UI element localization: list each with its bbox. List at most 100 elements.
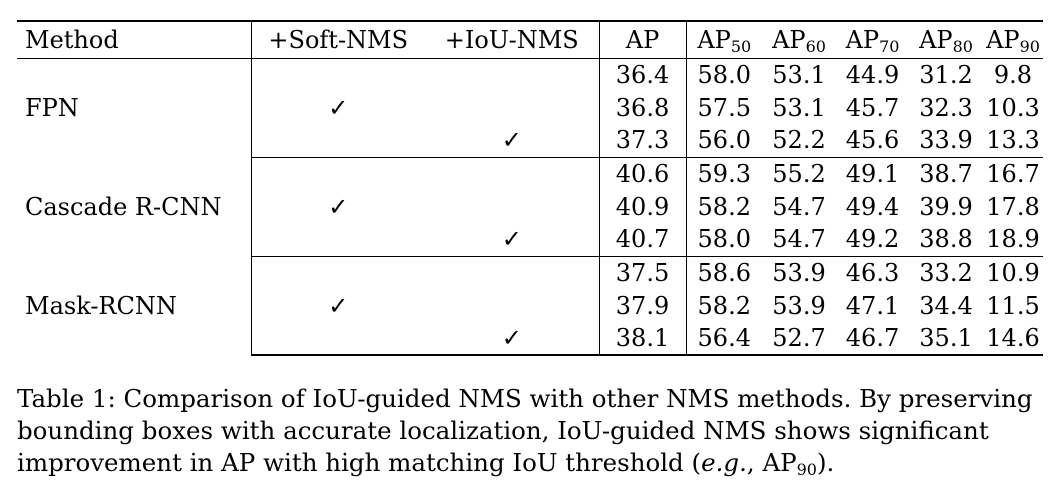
results-table-container: Method +Soft-NMS +IoU-NMS AP AP50 AP60 A…	[17, 20, 1043, 356]
metric-cell: 17.8	[986, 192, 1040, 221]
header-ap50-main: AP	[697, 25, 731, 54]
metric-cell: 54.7	[762, 223, 836, 257]
metric-cell: 53.1	[772, 93, 826, 122]
header-ap70-sub: 70	[879, 36, 900, 56]
iou-nms-cell	[425, 289, 600, 322]
table-row: Cascade R-CNN 40.6 59.3 55.2 49.1 38.7 16.7	[17, 157, 1043, 256]
metric-cell: 52.7	[762, 322, 836, 356]
table-row: FPN 36.4 58.0 53.1 44.9 31.2 9.8	[17, 58, 1043, 157]
metric-cell: 38.1	[599, 322, 687, 356]
iou-nms-cell	[425, 157, 600, 190]
metric-cell: 11.5	[986, 291, 1040, 320]
metric-cell: 53.9	[772, 258, 826, 287]
iou-nms-cell	[425, 91, 600, 124]
metric-cell: 49.4	[845, 192, 900, 221]
table-row: ✓ 40.7 58.0 54.7 49.2 38.8 18.9	[17, 223, 1043, 257]
soft-nms-cell	[251, 58, 425, 91]
metric-cell: 33.9	[909, 124, 983, 158]
header-ap: AP	[599, 20, 687, 59]
metric-cell: 56.4	[686, 322, 762, 356]
metric-cell: 10.3	[986, 93, 1040, 122]
table-row: ✓ 40.9 58.2 54.7 49.4 39.9 17.8	[17, 190, 1043, 223]
table-row: ✓ 37.9 58.2 53.9 47.1 34.4 11.5	[17, 289, 1043, 322]
metric-cell: 58.0	[697, 60, 751, 89]
metric-cell: 9.8	[993, 60, 1033, 89]
metric-cell: 55.2	[772, 159, 826, 188]
method-group: FPN 36.4 58.0 53.1 44.9 31.2 9.8 ✓ 36.8 57.5 53.1 4…	[17, 58, 1043, 158]
metric-cell: 35.1	[909, 322, 983, 356]
table-row: ✓ 37.3 56.0 52.2 45.6 33.9 13.3	[17, 124, 1043, 158]
soft-nms-cell: ✓	[328, 192, 349, 221]
metric-cell: 10.9	[986, 258, 1040, 287]
metric-cell: 40.7	[599, 223, 687, 257]
caption-text: Table 1: Comparison of IoU-guided NMS wi…	[17, 384, 1033, 477]
metric-cell: 45.6	[836, 124, 909, 158]
iou-nms-cell: ✓	[425, 223, 600, 257]
table-caption: Table 1: Comparison of IoU-guided NMS wi…	[17, 383, 1047, 479]
soft-nms-cell: ✓	[328, 93, 349, 122]
metric-cell: 37.3	[599, 124, 687, 158]
soft-nms-cell	[251, 256, 425, 289]
metric-cell: 38.7	[919, 159, 973, 188]
metric-cell: 58.2	[697, 291, 751, 320]
header-ap90-sub: 90	[1019, 36, 1040, 56]
metric-cell: 40.9	[599, 190, 687, 223]
iou-nms-cell: ✓	[425, 322, 600, 356]
metric-cell: 57.5	[697, 93, 751, 122]
metric-cell: 52.2	[762, 124, 836, 158]
iou-nms-cell	[425, 58, 600, 91]
metric-cell: 58.6	[697, 258, 751, 287]
soft-nms-cell: ✓	[328, 291, 349, 320]
header-ap50: AP50	[686, 20, 762, 59]
metric-cell: 37.9	[599, 289, 687, 322]
metric-cell: 38.8	[909, 223, 983, 257]
caption-ap: AP	[762, 448, 797, 477]
header-ap90: AP90	[983, 20, 1043, 59]
metric-cell: 14.6	[983, 322, 1043, 356]
caption-tail: ).	[816, 448, 835, 477]
metric-cell: 40.6	[599, 157, 687, 190]
metric-cell: 49.1	[845, 159, 900, 188]
metric-cell: 45.7	[845, 93, 900, 122]
header-ap60: AP60	[762, 20, 836, 59]
header-ap50-sub: 50	[730, 36, 752, 56]
soft-nms-cell	[251, 157, 425, 190]
metric-cell: 46.3	[845, 258, 900, 287]
header-ap90-main: AP	[986, 25, 1020, 54]
table-row: Mask-RCNN 37.5 58.6 53.9 46.3 33.2 10.9	[17, 256, 1043, 355]
metric-cell: 16.7	[986, 159, 1040, 188]
metric-cell: 34.4	[919, 291, 973, 320]
soft-nms-cell	[251, 124, 425, 158]
method-name: FPN	[17, 58, 252, 157]
metric-cell: 36.8	[599, 91, 687, 124]
metric-cell: 46.7	[836, 322, 909, 356]
method-group: Cascade R-CNN 40.6 59.3 55.2 49.1 38.7 16.7 ✓ 40…	[17, 157, 1043, 257]
header-ap80-main: AP	[919, 25, 953, 54]
soft-nms-cell	[251, 223, 425, 257]
metric-cell: 18.9	[983, 223, 1043, 257]
header-iou-nms: +IoU-NMS	[425, 20, 600, 59]
metric-cell: 49.2	[836, 223, 909, 257]
iou-nms-cell	[425, 190, 600, 223]
metric-cell: 54.7	[772, 192, 826, 221]
method-name: Mask-RCNN	[17, 256, 252, 355]
metric-cell: 37.5	[599, 256, 687, 289]
metric-cell: 31.2	[919, 60, 973, 89]
metric-cell: 47.1	[845, 291, 900, 320]
iou-nms-cell: ✓	[425, 124, 600, 158]
metric-cell: 33.2	[919, 258, 973, 287]
metric-cell: 58.2	[697, 192, 751, 221]
method-name: Cascade R-CNN	[17, 157, 252, 256]
caption-eg: e.g.	[701, 448, 747, 477]
header-ap70-main: AP	[845, 25, 880, 54]
header-method: Method	[17, 20, 252, 59]
metric-cell: 13.3	[983, 124, 1043, 158]
metric-cell: 39.9	[919, 192, 973, 221]
table-row: ✓ 36.8 57.5 53.1 45.7 32.3 10.3	[17, 91, 1043, 124]
table-header-row: Method +Soft-NMS +IoU-NMS AP AP50 AP60 A…	[17, 20, 1043, 59]
metric-cell: 32.3	[919, 93, 973, 122]
soft-nms-cell	[251, 322, 425, 356]
iou-nms-cell	[425, 256, 600, 289]
results-table: Method +Soft-NMS +IoU-NMS AP AP50 AP60 A…	[17, 20, 1043, 356]
header-ap80: AP80	[909, 20, 983, 59]
